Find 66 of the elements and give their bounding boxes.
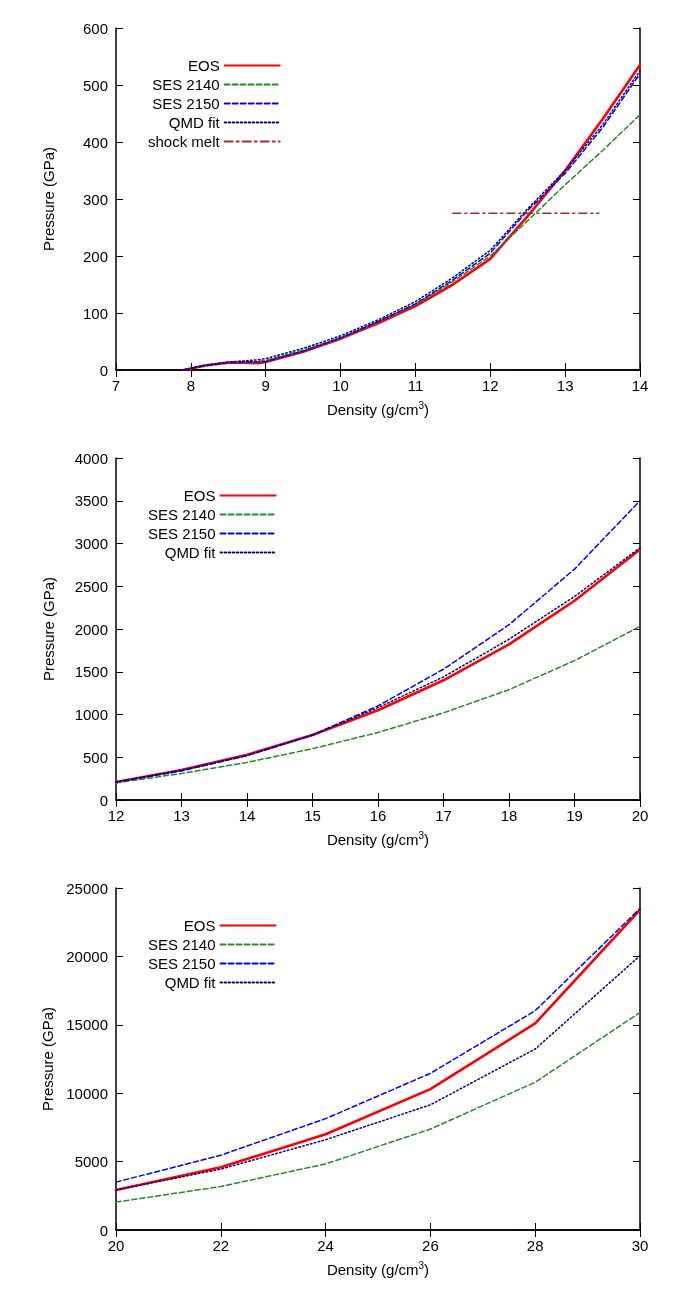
legend-label: EOS: [188, 57, 220, 74]
y-tick-label: 600: [82, 19, 108, 37]
y-tick-label: 2000: [74, 620, 108, 638]
legend-label: QMD fit: [164, 544, 217, 561]
x-tick-label: 9: [261, 377, 270, 394]
legend-label: EOS: [183, 487, 216, 504]
x-tick-label: 12: [481, 377, 499, 394]
y-tick-label: 200: [82, 247, 108, 265]
x-tick-label: 20: [107, 1237, 125, 1254]
x-tick-label: 15: [304, 807, 321, 824]
y-axis-title: Pressure (GPa): [39, 1006, 57, 1112]
x-tick-label: 22: [212, 1237, 230, 1254]
y-tick-label: 20000: [66, 947, 108, 965]
y-tick-label: 3500: [74, 492, 108, 510]
legend-label: SES 2150: [147, 525, 216, 542]
line-series: [115, 625, 641, 784]
x-tick-label: 10: [332, 377, 349, 394]
y-axis-title: Pressure (GPa): [40, 146, 57, 252]
x-tick-label: 19: [566, 807, 583, 824]
legend-label: SES 2140: [147, 506, 216, 523]
x-tick-label: 17: [435, 807, 452, 824]
legend-label: QMD fit: [164, 974, 217, 991]
x-tick-label: 30: [631, 1237, 649, 1254]
legend-label: QMD fit: [168, 114, 221, 131]
y-tick-label: 0: [99, 1221, 108, 1239]
y-tick-label: 3000: [74, 535, 108, 552]
y-tick-label: 500: [82, 76, 108, 94]
y-tick-label: 4000: [74, 449, 108, 467]
x-tick-label: 26: [422, 1237, 439, 1254]
x-tick-label: 18: [500, 807, 518, 824]
x-tick-label: 13: [173, 807, 190, 824]
legend-label: SES 2140: [147, 936, 216, 953]
x-tick-label: 14: [631, 377, 649, 394]
x-tick-label: 11: [407, 377, 424, 394]
x-tick-label: 12: [107, 807, 125, 824]
x-tick-label: 13: [556, 377, 574, 394]
line-series: [115, 1011, 641, 1203]
y-tick-label: 0: [99, 361, 108, 379]
x-tick-label: 28: [526, 1237, 544, 1254]
y-tick-label: 1500: [74, 663, 108, 681]
x-tick-label: 16: [369, 807, 387, 824]
line-series: [115, 500, 641, 783]
y-tick-label: 25000: [66, 879, 108, 897]
y-tick-label: 400: [82, 133, 108, 151]
legend-label: EOS: [183, 917, 216, 934]
y-tick-label: 5000: [74, 1153, 108, 1171]
y-tick-label: 2500: [74, 577, 108, 595]
legend-label: SES 2150: [147, 955, 216, 972]
legend-label: SES 2150: [152, 95, 220, 112]
y-tick-label: 1000: [74, 706, 108, 723]
legend-label: shock melt: [147, 133, 221, 150]
y-tick-label: 100: [82, 304, 108, 322]
y-tick-label: 500: [82, 748, 108, 766]
legend-label: SES 2140: [152, 76, 220, 93]
y-tick-label: 0: [99, 791, 108, 809]
line-series: [115, 954, 641, 1191]
x-tick-label: 24: [317, 1237, 334, 1254]
x-tick-label: 8: [186, 377, 196, 394]
x-tick-label: 20: [631, 807, 649, 824]
y-tick-label: 10000: [66, 1084, 108, 1102]
y-tick-label: 300: [82, 190, 108, 208]
y-tick-label: 15000: [66, 1016, 108, 1034]
y-axis-title: Pressure (GPa): [40, 576, 57, 682]
line-series: [242, 113, 641, 363]
x-tick-label: 7: [111, 377, 121, 394]
x-tick-label: 14: [238, 807, 256, 824]
